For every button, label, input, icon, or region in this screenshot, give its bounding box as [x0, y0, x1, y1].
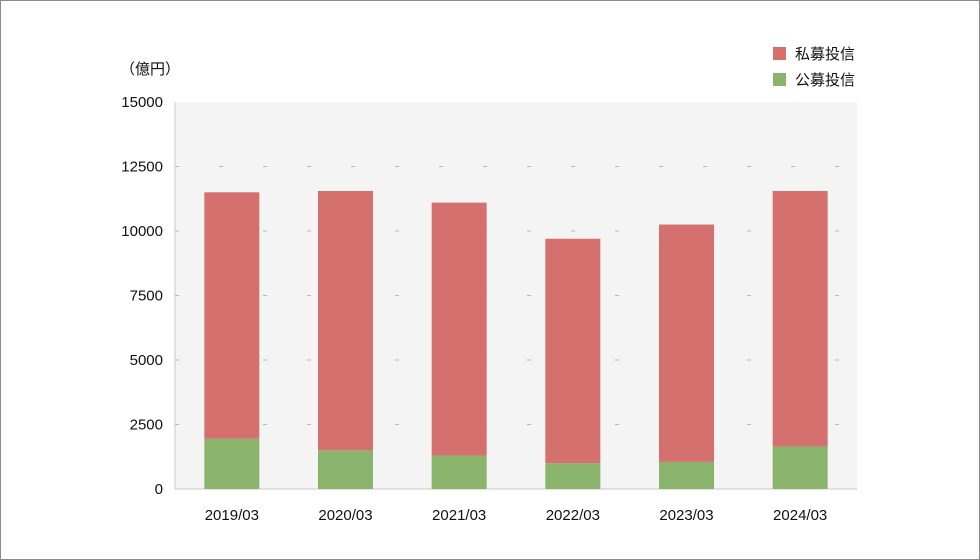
y-tick-label: 10000 — [121, 223, 163, 240]
plot-area — [175, 102, 857, 489]
bars — [204, 191, 828, 489]
legend-label: 私募投信 — [795, 46, 855, 63]
x-axis-ticks: 2019/03 2020/03 2021/03 2022/03 2023/03 2024/… — [205, 507, 828, 524]
bar-segment — [318, 191, 373, 451]
y-tick-label: 12500 — [121, 159, 163, 176]
x-tick-label: 2019/03 — [205, 507, 259, 524]
y-axis-ticks: 15000 12500 10000 7500 5000 2500 0 — [121, 94, 163, 498]
y-tick-label: 0 — [155, 481, 163, 498]
x-tick-label: 2022/03 — [546, 507, 600, 524]
bar-segment — [545, 463, 601, 489]
y-tick-label: 15000 — [121, 94, 163, 111]
y-tick-label: 5000 — [130, 352, 163, 369]
bar-segment — [318, 450, 373, 489]
x-tick-label: 2023/03 — [659, 507, 713, 524]
legend-label: 公募投信 — [795, 72, 855, 89]
bar-segment — [431, 202, 487, 456]
bar-segment — [204, 438, 260, 489]
y-tick-label: 7500 — [130, 288, 163, 305]
bar-segment — [204, 192, 260, 439]
bar-segment — [659, 224, 714, 462]
bar-segment — [545, 238, 601, 464]
bar-segment — [431, 455, 487, 489]
legend-swatch — [773, 47, 786, 60]
bar-segment — [659, 461, 714, 489]
legend-swatch — [773, 73, 786, 86]
x-tick-label: 2021/03 — [432, 507, 486, 524]
bar-segment — [772, 191, 828, 447]
bar-segment — [772, 446, 828, 489]
y-unit-label: （億円） — [120, 61, 180, 78]
y-tick-label: 2500 — [130, 417, 163, 434]
x-tick-label: 2024/03 — [773, 507, 827, 524]
x-tick-label: 2020/03 — [318, 507, 372, 524]
